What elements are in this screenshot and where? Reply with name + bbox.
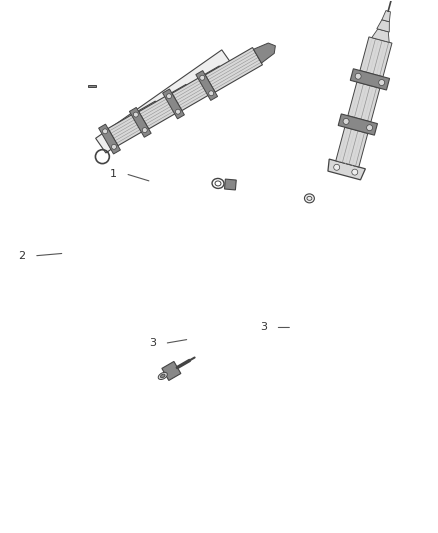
Ellipse shape: [304, 194, 314, 203]
Ellipse shape: [367, 125, 373, 131]
Polygon shape: [377, 20, 389, 32]
Polygon shape: [220, 61, 242, 82]
Polygon shape: [88, 85, 95, 87]
Polygon shape: [156, 96, 178, 117]
Polygon shape: [360, 37, 392, 77]
Ellipse shape: [200, 75, 205, 80]
Ellipse shape: [352, 169, 358, 175]
Ellipse shape: [158, 373, 167, 379]
Polygon shape: [348, 82, 380, 122]
Polygon shape: [372, 29, 389, 42]
Polygon shape: [108, 101, 165, 146]
Ellipse shape: [355, 73, 361, 79]
Polygon shape: [187, 80, 209, 100]
Ellipse shape: [208, 91, 214, 96]
Polygon shape: [338, 114, 378, 135]
Ellipse shape: [102, 129, 108, 134]
Polygon shape: [139, 84, 196, 129]
Ellipse shape: [142, 127, 147, 133]
Text: 2: 2: [18, 251, 25, 261]
Polygon shape: [254, 43, 276, 63]
Ellipse shape: [379, 79, 385, 85]
Polygon shape: [196, 70, 218, 100]
Ellipse shape: [133, 112, 138, 117]
Text: 1: 1: [110, 169, 117, 179]
Polygon shape: [328, 159, 365, 180]
Ellipse shape: [166, 94, 172, 99]
Polygon shape: [382, 11, 390, 22]
Polygon shape: [162, 361, 181, 381]
Ellipse shape: [176, 109, 180, 114]
Text: 3: 3: [149, 338, 156, 349]
Polygon shape: [336, 127, 368, 167]
Ellipse shape: [334, 164, 340, 170]
Text: 3: 3: [260, 322, 267, 333]
Ellipse shape: [160, 374, 165, 378]
Polygon shape: [350, 69, 389, 90]
Ellipse shape: [112, 144, 117, 149]
Polygon shape: [172, 66, 229, 110]
Polygon shape: [129, 108, 151, 138]
Ellipse shape: [343, 118, 349, 124]
Polygon shape: [162, 89, 184, 119]
Polygon shape: [205, 47, 262, 92]
Polygon shape: [99, 124, 120, 154]
Polygon shape: [95, 50, 232, 153]
Polygon shape: [225, 179, 236, 190]
